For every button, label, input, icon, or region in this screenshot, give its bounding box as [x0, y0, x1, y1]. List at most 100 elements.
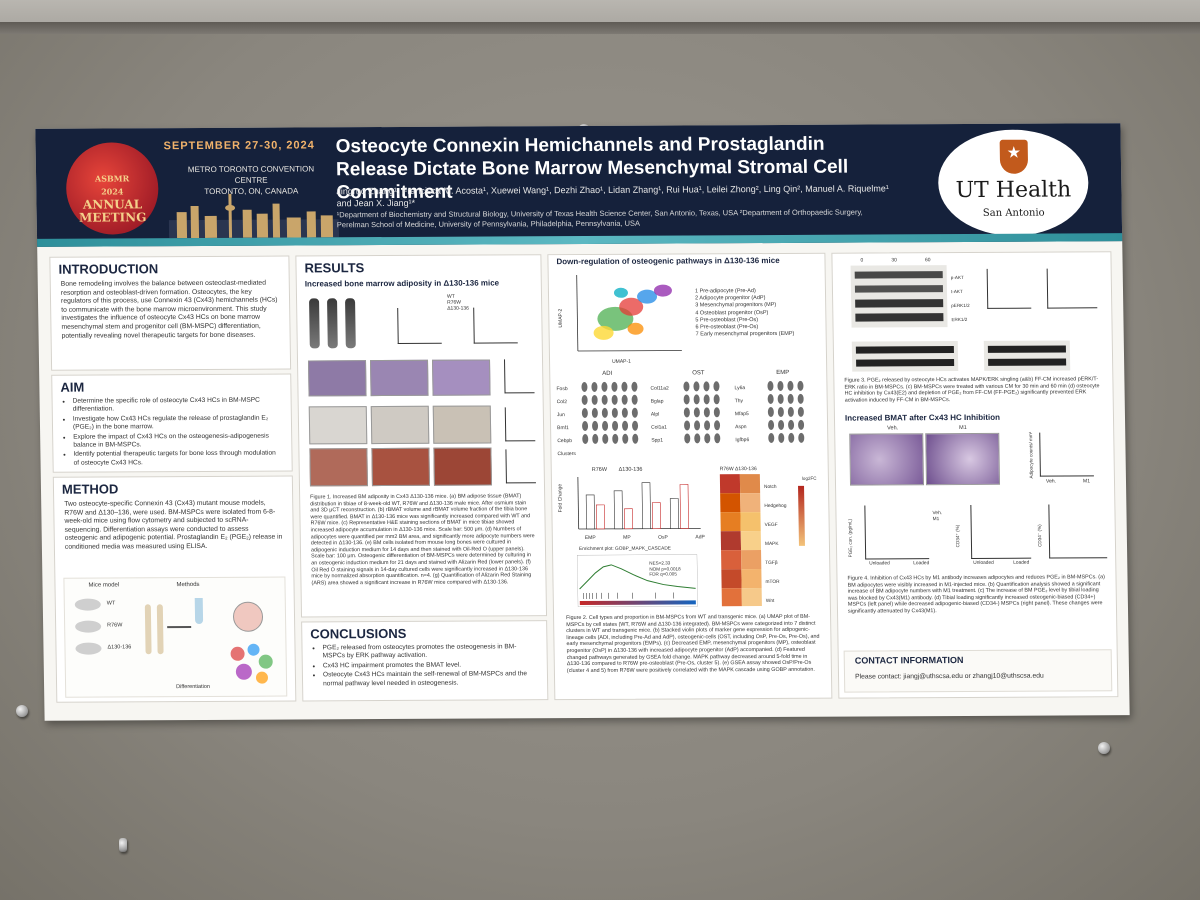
aim-item: Explore the impact of Cx43 HCs on the os…: [73, 432, 281, 450]
legend: WT R76W Δ130-136: [447, 294, 469, 312]
model-label-r76w: R76W: [107, 622, 123, 629]
cluster-legend: 1 Pre-adipocyte (Pre-Ad) 2 Adipocyte pro…: [695, 288, 795, 339]
method-section: METHOD Two osteocyte-specific Connexin 4…: [52, 475, 297, 703]
poster-authors: Jingruo Zhang¹, Francisca M. Acosta¹, Xu…: [336, 183, 889, 209]
differentiation-label: Differentiation: [176, 683, 211, 691]
aim-item: Identify potential therapeutic targets f…: [73, 450, 281, 468]
introduction-title: INTRODUCTION: [58, 261, 159, 277]
gsea-enrichment-plot: [577, 554, 698, 608]
violin-gene-labels: Fosb Col2 Jun Bmf1 Cebpb Clusters: [556, 383, 576, 461]
legend-item: M1: [932, 517, 940, 523]
heatmap-cell: [740, 493, 761, 513]
dot-plot: [473, 307, 518, 344]
dot-plot: [986, 268, 1032, 309]
heatmap-cell: [740, 512, 761, 532]
methods-label: Methods: [176, 581, 200, 589]
heatmap-title: R76W Δ130-136: [719, 466, 757, 473]
blot-label: p-AKT: [950, 275, 964, 281]
contact-text: Please contact: jiangj@uthscsa.edu or zh…: [854, 672, 1044, 681]
conclusions-title: CONCLUSIONS: [310, 625, 407, 642]
bone-icon: [144, 604, 152, 655]
legend-item: Δ130-136: [447, 305, 469, 312]
treat-x-labels: Veh. M1: [1046, 478, 1090, 484]
western-blot: [851, 341, 959, 372]
conference-date: SEPTEMBER 27-30, 2024: [163, 139, 315, 153]
mouse-icon: [75, 642, 102, 655]
gene-label: Fosb: [556, 386, 568, 393]
pushpin-icon: [16, 705, 28, 717]
petri-dish-icon: [232, 601, 264, 632]
blot-band: [854, 285, 944, 293]
category-label: M1: [1082, 478, 1091, 485]
heatmap-cell: [721, 588, 742, 607]
pushpin-icon: [1098, 742, 1110, 754]
western-blot: [983, 340, 1071, 371]
heatmap-colorbar: [798, 485, 805, 546]
introduction-section: INTRODUCTION Bone remodeling involves th…: [49, 255, 292, 371]
dot-plot: [970, 504, 1032, 559]
gene-label: Clusters: [557, 451, 576, 458]
star-icon: ★: [1006, 144, 1022, 162]
bone-icon: [156, 604, 164, 655]
category-label: EMP: [584, 534, 596, 541]
pathway-label: TGFβ: [765, 560, 778, 567]
blot-band: [988, 358, 1067, 366]
mouse-icon: [74, 598, 101, 611]
bone-render-d130: [345, 298, 356, 349]
research-poster: ASBMR 2024 ANNUAL MEETING SEPTEMBER 27-3…: [35, 123, 1130, 721]
cd34-ylabel: CD34⁺ (%): [954, 524, 961, 548]
blot-labels: p-AKT t-AKT pERK1/2 ERK1/2: [951, 271, 970, 327]
bar-categories: EMP MP OsP AdP: [585, 534, 705, 541]
bar-chart-ylabel: Fold Change: [557, 483, 564, 513]
blot-band: [855, 299, 944, 308]
pathway-heatmap: [719, 474, 762, 607]
institution-city: San Antonio: [982, 207, 1045, 219]
timepoint-label: 60: [924, 257, 931, 264]
heatmap-scale-label: log2FC: [801, 475, 817, 481]
umap-y-label: UMAP-2: [557, 308, 564, 328]
gsea-stats: NES=2.33 NOM p=0.0018 FDR q=0.005: [649, 560, 681, 577]
board-frame: [0, 22, 1200, 34]
blot-band: [987, 345, 1066, 353]
signaling-results-section: 0 30 60 p-AKT t-AKT pERK1/2 ERK1/2 Figur…: [831, 251, 1119, 699]
violin-plots: [581, 380, 805, 444]
heatmap-cell: [720, 531, 742, 551]
category-label: Unloaded: [973, 560, 994, 566]
blot-label: pERK1/2: [951, 302, 970, 309]
oil-red-image: [370, 405, 430, 445]
umap-plot: [576, 275, 682, 352]
heatmap-row-labels: Notch Hedgehog VEGF MAPK TGFβ mTOR Wnt: [764, 478, 788, 611]
blot-band: [855, 313, 944, 322]
pge2-ylabel: PGE₂ con. (pg/mL): [847, 518, 853, 558]
histology-image: [925, 432, 1001, 486]
contact-section: CONTACT INFORMATION Please contact: jian…: [843, 649, 1113, 693]
conference-logo: ASBMR 2024 ANNUAL MEETING: [65, 142, 159, 235]
heatmap-cell: [720, 493, 741, 513]
violin-group-label: OST: [692, 370, 705, 377]
logo-line: ASBMR: [94, 173, 130, 184]
category-label: Unloaded: [869, 561, 890, 567]
conclusion-item: PGE₂ released from osteocytes promotes t…: [322, 643, 536, 661]
pathway-label: Wnt: [765, 598, 775, 605]
gene-label: Col2: [556, 399, 568, 406]
bone-render-r76w: [327, 298, 338, 349]
venue-line: METRO TORONTO CONVENTION CENTRE: [187, 164, 315, 185]
blot-band: [854, 271, 943, 279]
toronto-skyline-icon: [168, 193, 340, 239]
results-subtitle: Increased bone marrow adiposity in Δ130-…: [304, 278, 500, 289]
timepoint-label: 30: [891, 257, 897, 264]
heatmap-cell: [741, 588, 762, 607]
heatmap-cell: [721, 569, 742, 589]
conclusions-section: CONCLUSIONS PGE₂ released from osteocyte…: [301, 620, 549, 702]
heatmap-cell: [739, 474, 761, 494]
category-label: OsP: [658, 534, 668, 541]
poster-header: ASBMR 2024 ANNUAL MEETING SEPTEMBER 27-3…: [35, 123, 1123, 247]
timepoint-label: 0: [860, 257, 864, 264]
histo-label-veh: Veh.: [887, 425, 899, 432]
dot-plot: [1046, 268, 1098, 309]
tube-icon: [194, 597, 204, 625]
category-label: Loaded: [1013, 560, 1030, 566]
violin-group-label: ADI: [602, 370, 613, 377]
figure-2-caption: Figure 2. Cell types and proportion in B…: [566, 613, 820, 674]
results-section: RESULTS Increased bone marrow adiposity …: [295, 254, 548, 618]
